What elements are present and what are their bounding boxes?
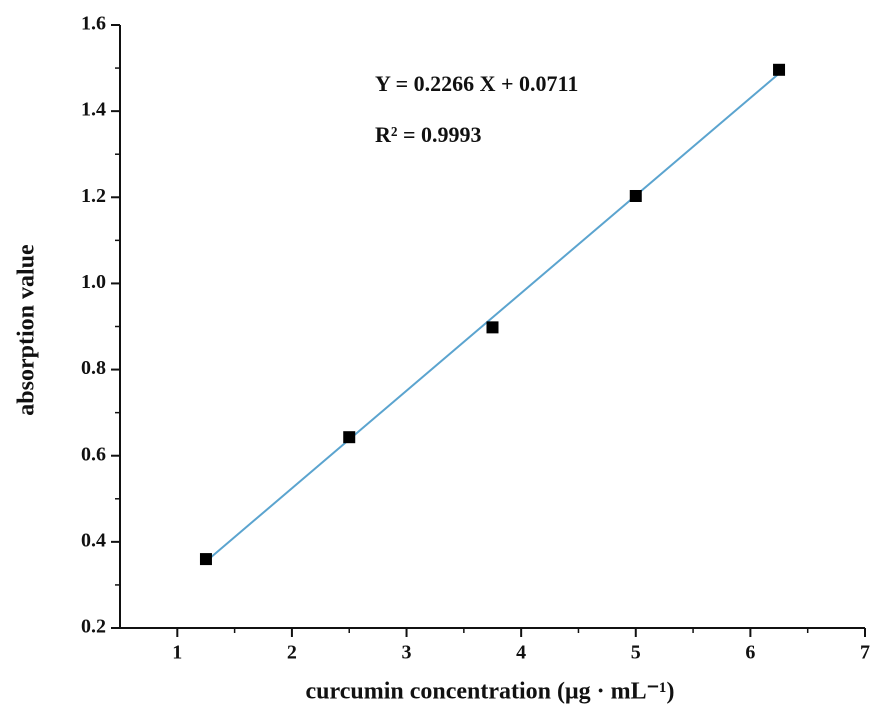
- x-tick-label: 4: [516, 642, 526, 664]
- data-point: [629, 189, 642, 202]
- x-tick-label: 6: [745, 642, 755, 664]
- y-axis-title: absorption value: [14, 244, 40, 416]
- y-tick-label: 1.6: [81, 13, 106, 35]
- y-tick-label: 1.4: [81, 99, 106, 121]
- x-axis-title: curcumin concentration (μg · mL⁻¹): [306, 679, 675, 705]
- fit-line: [205, 72, 780, 563]
- y-tick-label: 0.2: [81, 616, 106, 638]
- x-tick-label: 5: [631, 642, 641, 664]
- y-tick-label: 1.2: [81, 185, 106, 207]
- r-squared: R² = 0.9993: [375, 122, 482, 147]
- y-tick-label: 0.8: [81, 357, 106, 379]
- y-tick-label: 0.4: [81, 529, 106, 551]
- x-tick-label: 3: [402, 642, 412, 664]
- x-tick-label: 2: [287, 642, 297, 664]
- equation: Y = 0.2266 X + 0.0711: [375, 71, 578, 96]
- data-point: [773, 63, 786, 76]
- y-tick-label: 1.0: [81, 271, 106, 293]
- x-tick-label: 7: [860, 642, 870, 664]
- data-point: [199, 553, 212, 566]
- data-point: [486, 321, 499, 334]
- x-tick-label: 1: [172, 642, 182, 664]
- data-point: [343, 431, 356, 444]
- y-tick-label: 0.6: [81, 443, 106, 465]
